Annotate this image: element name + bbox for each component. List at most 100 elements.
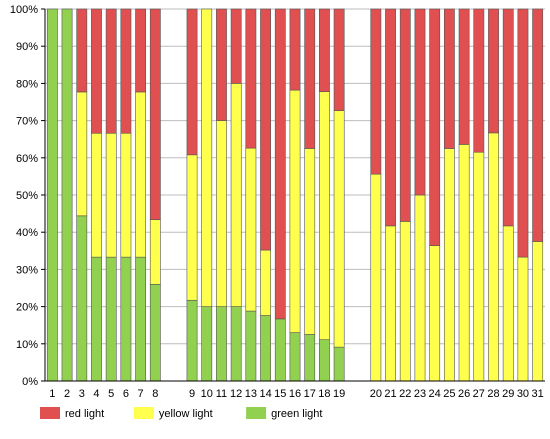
bar-segment-red-light-3: [76, 8, 88, 93]
bar-segment-yellow-light-21: [385, 225, 396, 382]
bar-segment-red-light-30: [517, 8, 529, 258]
bar-segment-yellow-light-31: [532, 241, 544, 382]
bar-segment-green-light-9: [186, 299, 198, 382]
bar-segment-red-light-17: [304, 8, 316, 149]
legend-label-green-light: green light: [271, 408, 322, 420]
bar-segment-red-light-14: [260, 8, 271, 251]
legend: red light yellow light green light: [40, 407, 322, 420]
bar-segment-yellow-light-30: [517, 256, 529, 382]
bar-segment-green-light-17: [304, 334, 316, 382]
bar-segment-green-light-4: [91, 256, 102, 382]
bar-segment-yellow-light-13: [245, 147, 257, 312]
bar-segment-red-light-22: [399, 8, 411, 222]
x-tick-label: 23: [414, 388, 426, 400]
bar-segment-green-light-19: [333, 346, 345, 382]
bar-segment-yellow-light-12: [230, 83, 242, 307]
bar-segment-red-light-31: [532, 8, 544, 242]
bar-segment-yellow-light-3: [76, 91, 88, 217]
legend-label-red-light: red light: [65, 408, 104, 420]
bar-segment-red-light-21: [385, 8, 396, 227]
bar-segment-red-light-6: [120, 8, 132, 134]
bar-segment-yellow-light-10: [201, 8, 213, 307]
bar-layer: [46, 8, 544, 382]
bar-segment-red-light-4: [91, 8, 102, 134]
x-tick-label: 14: [259, 388, 271, 400]
bar-segment-yellow-light-11: [216, 120, 227, 307]
y-tick-label: 70%: [16, 116, 38, 128]
x-tick-label: 22: [399, 388, 411, 400]
bar-segment-yellow-light-24: [429, 245, 441, 382]
bar-segment-red-light-18: [319, 8, 330, 92]
x-tick-label: 6: [123, 388, 129, 400]
y-tick-label: 80%: [16, 78, 38, 90]
bar-segment-red-light-11: [216, 8, 227, 121]
x-tick-label: 1: [49, 388, 55, 400]
legend-swatch-yellow-light: [133, 407, 154, 419]
bar-segment-green-light-18: [319, 339, 330, 382]
x-tick-label: 28: [487, 388, 499, 400]
bar-segment-yellow-light-9: [186, 154, 198, 301]
legend-swatch-green-light: [246, 407, 267, 419]
x-tick-label: 9: [189, 388, 195, 400]
y-tick-label: 60%: [16, 153, 38, 165]
y-tick-label: 50%: [16, 190, 38, 202]
x-tick-label: 4: [93, 388, 99, 400]
bar-segment-green-light-16: [289, 332, 301, 382]
bar-segment-yellow-light-29: [502, 225, 514, 382]
y-tick-label: 100%: [10, 4, 38, 16]
bar-segment-yellow-light-19: [333, 110, 345, 348]
x-tick-label: 13: [245, 388, 257, 400]
bar-segment-green-light-8: [149, 283, 161, 382]
y-tick-label: 40%: [16, 227, 38, 239]
legend-label-yellow-light: yellow light: [159, 408, 213, 420]
x-tick-label: 19: [333, 388, 345, 400]
x-tick-label: 15: [274, 388, 286, 400]
bar-segment-yellow-light-7: [135, 91, 147, 258]
bar-segment-green-light-5: [105, 256, 117, 382]
bar-segment-red-light-24: [429, 8, 441, 246]
bar-segment-green-light-11: [216, 306, 227, 382]
x-tick-label: 30: [517, 388, 529, 400]
bar-segment-yellow-light-8: [149, 219, 161, 285]
bar-segment-green-light-2: [61, 8, 73, 382]
bar-segment-yellow-light-17: [304, 148, 316, 335]
bar-segment-yellow-light-6: [120, 132, 132, 258]
bar-segment-red-light-15: [274, 8, 286, 320]
x-tick-label: 25: [443, 388, 455, 400]
x-tick-label: 29: [502, 388, 514, 400]
y-tick-label: 90%: [16, 41, 38, 53]
bar-segment-red-light-9: [186, 8, 198, 156]
bar-segment-green-light-13: [245, 310, 257, 382]
x-tick-label: 2: [64, 388, 70, 400]
bar-segment-yellow-light-23: [414, 194, 426, 382]
x-tick-label: 20: [370, 388, 382, 400]
bar-segment-red-light-27: [473, 8, 485, 153]
bar-segment-red-light-19: [333, 8, 345, 111]
bar-segment-yellow-light-5: [105, 132, 117, 258]
x-tick-label: 18: [318, 388, 330, 400]
bar-segment-red-light-5: [105, 8, 117, 134]
bar-segment-green-light-14: [260, 315, 271, 382]
bar-segment-green-light-3: [76, 215, 88, 382]
bar-segment-green-light-12: [230, 306, 242, 382]
bar-segment-green-light-10: [201, 306, 213, 382]
bar-segment-yellow-light-25: [443, 148, 455, 382]
bar-segment-green-light-1: [46, 8, 58, 382]
bar-segment-red-light-8: [149, 8, 161, 220]
x-tick-label: 16: [289, 388, 301, 400]
bar-segment-yellow-light-14: [260, 249, 271, 316]
bar-segment-red-light-12: [230, 8, 242, 84]
y-tick-label: 10%: [16, 339, 38, 351]
bar-segment-red-light-26: [458, 8, 470, 145]
x-tick-label: 3: [79, 388, 85, 400]
x-tick-label: 5: [108, 388, 114, 400]
bar-segment-green-light-15: [274, 318, 286, 382]
axis-layer: 0%10%20%30%40%50%60%70%80%90%100%1 2 3 4 5 6 7…: [10, 4, 545, 400]
x-tick-label: 21: [384, 388, 396, 400]
bar-segment-yellow-light-27: [473, 151, 485, 382]
bar-segment-red-light-16: [289, 8, 301, 91]
y-tick-label: 20%: [16, 302, 38, 314]
bar-segment-yellow-light-22: [399, 221, 411, 382]
y-tick-label: 0%: [22, 376, 38, 388]
